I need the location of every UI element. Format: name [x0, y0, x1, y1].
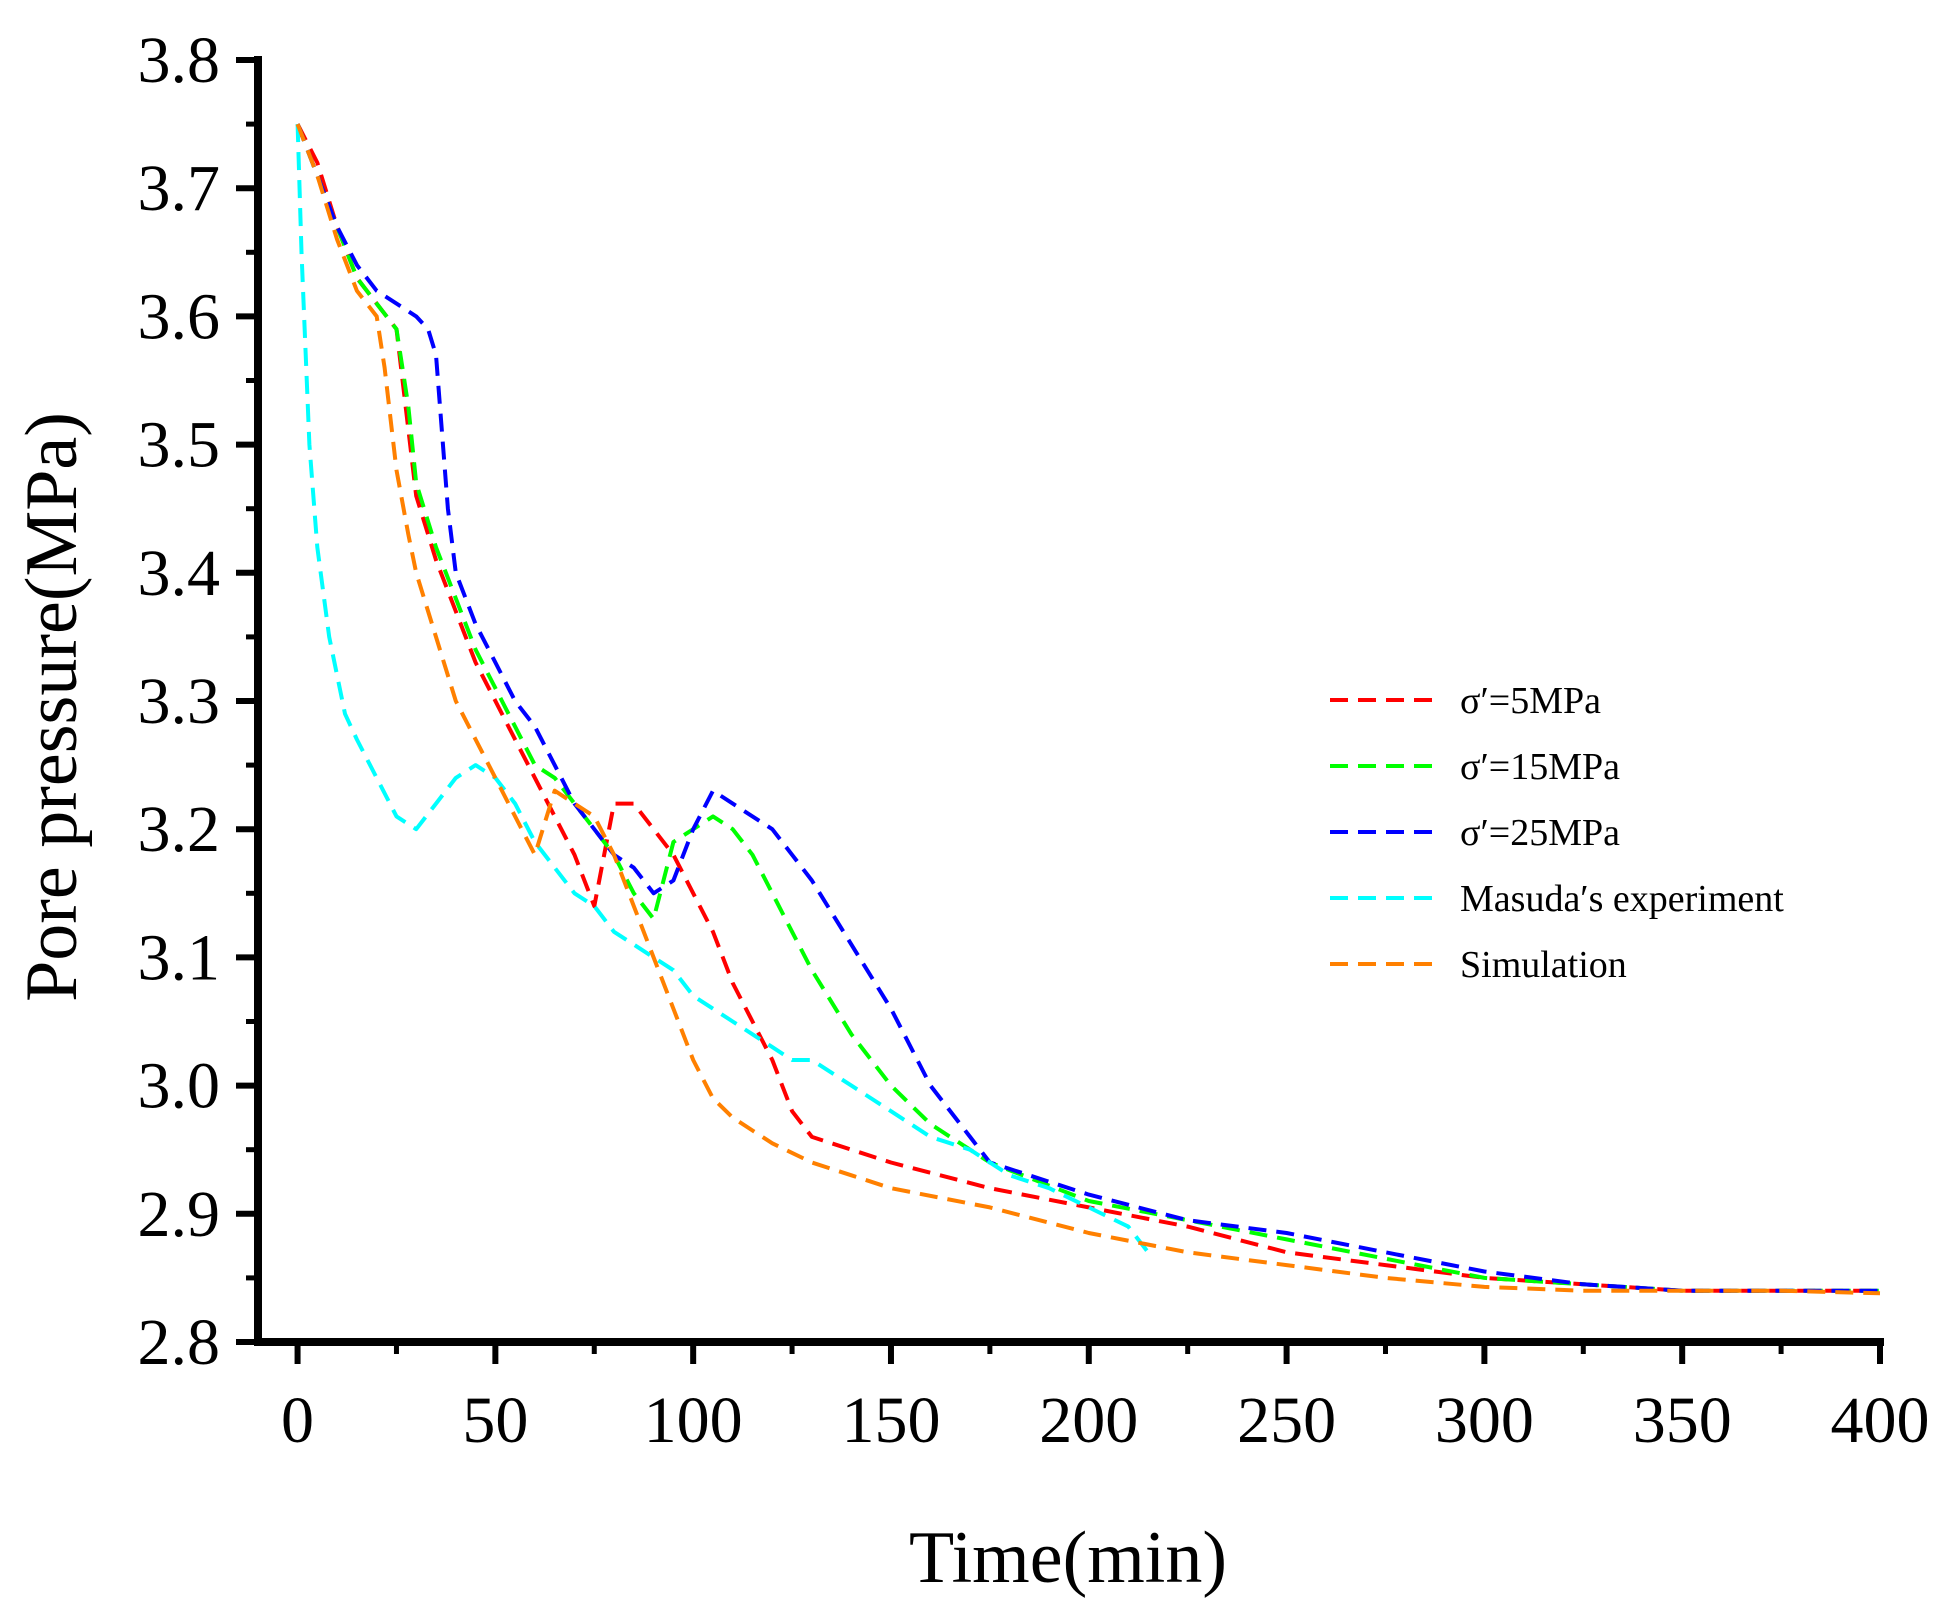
y-tick-label: 3.1 — [138, 921, 221, 994]
y-tick-label: 3.3 — [138, 665, 221, 738]
y-tick-label: 3.8 — [138, 24, 221, 97]
x-tick-label: 0 — [281, 1384, 314, 1457]
series-line-5 — [295, 123, 1881, 1296]
legend-label-1: σ′=5MPa — [1460, 680, 1601, 722]
y-tick-label: 2.8 — [138, 1306, 221, 1379]
x-tick-label: 300 — [1435, 1384, 1534, 1457]
y-tick-label: 3.5 — [138, 409, 221, 482]
y-axis-title: Pore pressure(MPa) — [11, 412, 93, 1002]
x-tick-label: 250 — [1237, 1384, 1336, 1457]
x-axis-title: Time(min) — [909, 1517, 1227, 1599]
x-tick-label: 100 — [644, 1384, 743, 1457]
y-tick-label: 3.2 — [138, 793, 221, 866]
y-tick-label: 3.7 — [138, 152, 221, 225]
legend-label-2: σ′=15MPa — [1460, 746, 1620, 788]
series-line-4 — [295, 124, 1150, 1254]
y-tick-label: 3.0 — [138, 1050, 221, 1123]
series-layer — [295, 123, 1881, 1296]
x-tick-label: 50 — [462, 1384, 528, 1457]
axes-layer: 0 50 100 150 200 250 300 350 400 2.8 2.9 3.0 3.1 3.2 3… — [138, 24, 1930, 1457]
legend-label-4: Masuda′s experiment — [1460, 878, 1784, 920]
x-tick-label: 150 — [841, 1384, 940, 1457]
series-line-3 — [295, 123, 1880, 1293]
series-line-1 — [295, 123, 1880, 1293]
legend: σ′=5MPa σ′=15MPa σ′=25MPa Masuda′s experime… — [1330, 680, 1784, 986]
legend-label-3: σ′=25MPa — [1460, 812, 1620, 854]
legend-label-5: Simulation — [1460, 944, 1627, 986]
y-tick-label: 2.9 — [138, 1178, 221, 1251]
y-tick-label: 3.4 — [138, 537, 221, 610]
y-tick-label: 3.6 — [138, 280, 221, 353]
x-tick-label: 400 — [1831, 1384, 1930, 1457]
x-tick-label: 200 — [1039, 1384, 1138, 1457]
series-line-2 — [295, 123, 1880, 1293]
x-tick-label: 350 — [1633, 1384, 1732, 1457]
